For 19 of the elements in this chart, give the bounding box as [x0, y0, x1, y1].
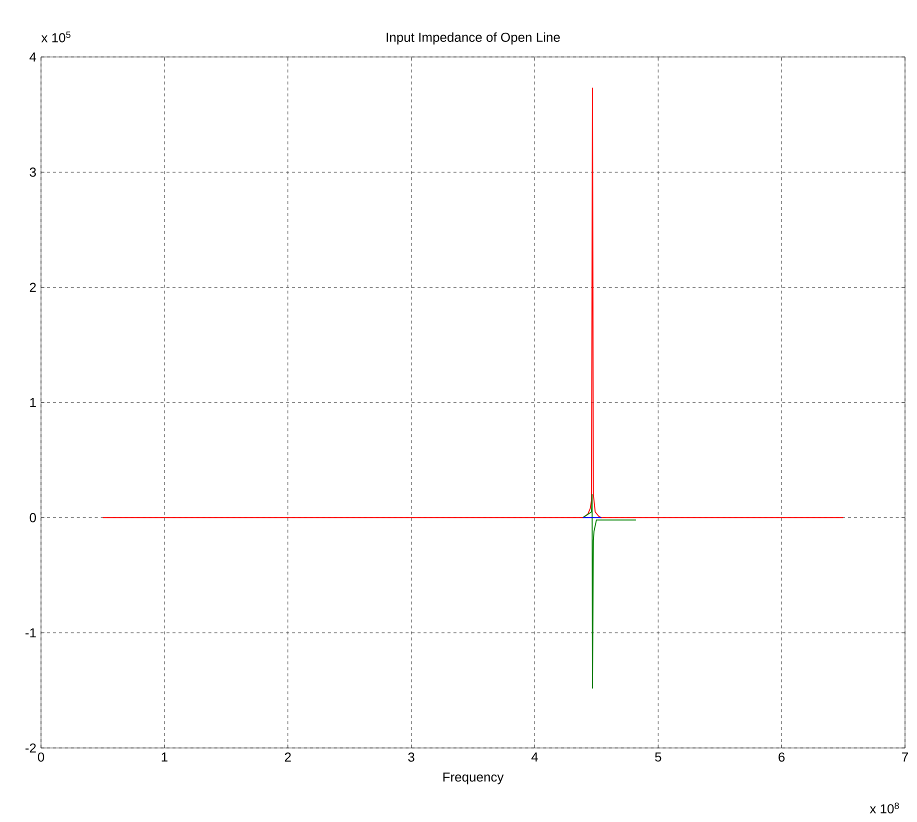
y-tick-label: 3	[30, 168, 36, 177]
y-tick-label: 4	[30, 52, 36, 62]
x-tick-label: 7	[902, 752, 908, 762]
x-tick-label: 1	[162, 752, 168, 762]
y-tick-label: 1	[30, 398, 36, 407]
x-tick-label: 3	[408, 752, 414, 762]
text: x 10$^{8}$	[870, 802, 899, 814]
x-axis-title: Frequency	[443, 772, 504, 784]
y-tick-label: -2	[25, 743, 36, 753]
x-tick-label: 5	[655, 752, 662, 762]
x-tick-label: 6	[778, 752, 785, 762]
x-tick-label: 2	[284, 752, 291, 762]
y-tick-label: 0	[30, 513, 36, 522]
y-tick-label: -1	[25, 628, 36, 638]
chart-title: Input Impedance of Open Line	[386, 32, 560, 44]
x-tick-label: 0	[38, 752, 44, 762]
y-tick-label: 2	[30, 282, 36, 292]
x-tick-label: 4	[531, 752, 538, 762]
text: x 10$^{5}$	[41, 32, 70, 42]
